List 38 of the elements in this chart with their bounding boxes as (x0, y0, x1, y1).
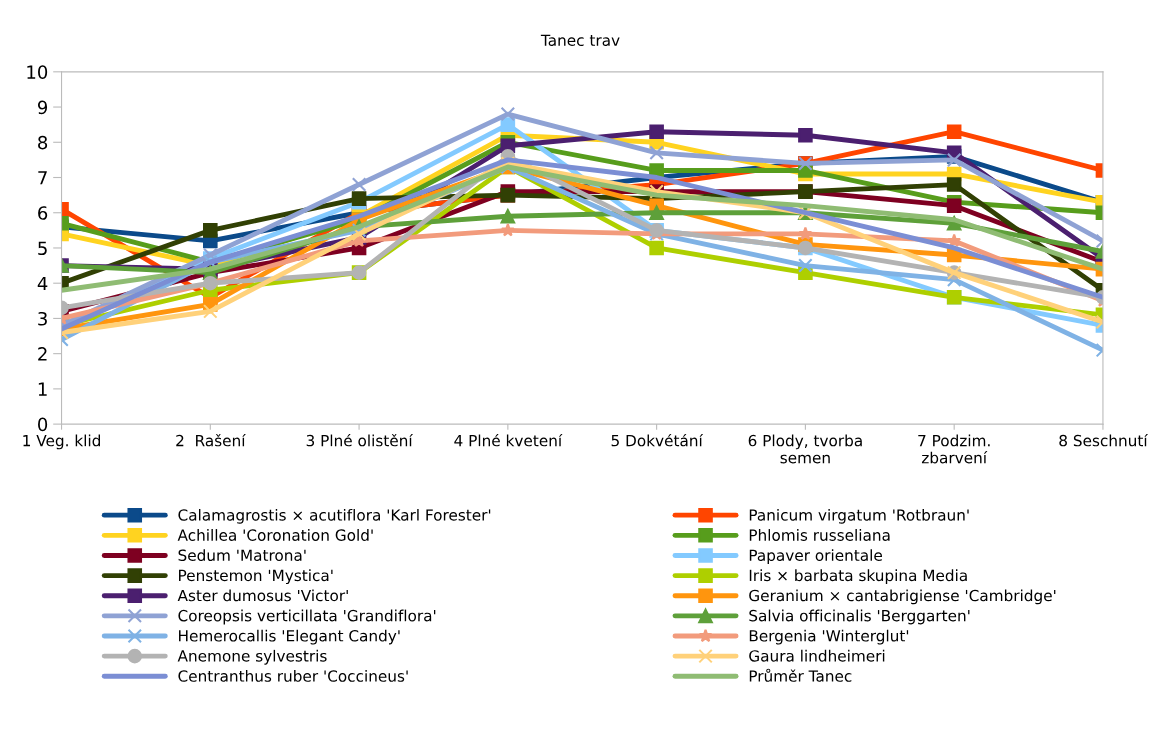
y-tick-label: 10 (27, 65, 48, 79)
x-tick-label: 3 Plné olistění (306, 433, 414, 447)
y-tick-label: 3 (38, 311, 47, 326)
x-tick-label: 1 Veg. klid (23, 434, 100, 450)
legend-label: Hemerocallis 'Elegant Candy' (179, 629, 400, 645)
x-tick-label: 8 Seschnutí (1059, 433, 1149, 447)
legend-label: Phlomis russeliana (749, 529, 890, 541)
legend-label: Sedum 'Matrona' (178, 549, 306, 562)
legend-label: Calamagrostis × acutiflora 'Karl Forester' (178, 508, 491, 524)
legend-label: Achillea 'Coronation Gold' (177, 529, 373, 541)
x-tick-label: 7 Podzim. zbarvení (918, 434, 990, 464)
y-tick-label: 4 (37, 276, 48, 291)
x-tick-label: 2 Rašení (176, 433, 246, 447)
y-tick-label: 2 (38, 347, 47, 361)
y-tick-label: 1 (38, 382, 47, 396)
legend-label: Anemone sylvestris (177, 649, 327, 665)
legend-label: Průměr Tanec (749, 668, 852, 682)
legend-label: Coreopsis verticillata 'Grandiflora' (178, 609, 436, 625)
y-tick-label: 7 (38, 171, 47, 185)
y-tick-label: 5 (38, 241, 47, 256)
y-tick-label: 9 (37, 100, 48, 115)
legend-label: Aster dumosus 'Victor' (177, 589, 348, 602)
x-tick-label: 5 Dokvétání (611, 433, 704, 447)
legend-label: Iris × barbata skupina Media (749, 569, 967, 585)
x-tick-label: 4 Plné kvetení (454, 433, 563, 447)
legend-label: Gaura lindheimeri (749, 649, 885, 662)
y-tick-label: 8 (38, 135, 48, 150)
legend-label: Penstemon 'Mystica' (179, 569, 333, 585)
x-tick-label: 6 Plody, tvorba semen (748, 434, 862, 464)
legend-label: Centranthus ruber 'Coccineus' (178, 670, 408, 682)
y-tick-label: 0 (38, 417, 48, 432)
y-tick-label: 6 (38, 206, 48, 220)
legend-label: Papaver orientale (749, 549, 882, 564)
legend-label: Salvia officinalis 'Berggarten' (749, 609, 970, 625)
legend-label: Geranium × cantabrigiense 'Cambridge' (749, 589, 1056, 605)
chart-title: Tanec trav (540, 34, 620, 47)
legend-label: Bergenia 'Winterglut' (749, 629, 909, 645)
legend-label: Panicum virgatum 'Rotbraun' (749, 508, 969, 524)
